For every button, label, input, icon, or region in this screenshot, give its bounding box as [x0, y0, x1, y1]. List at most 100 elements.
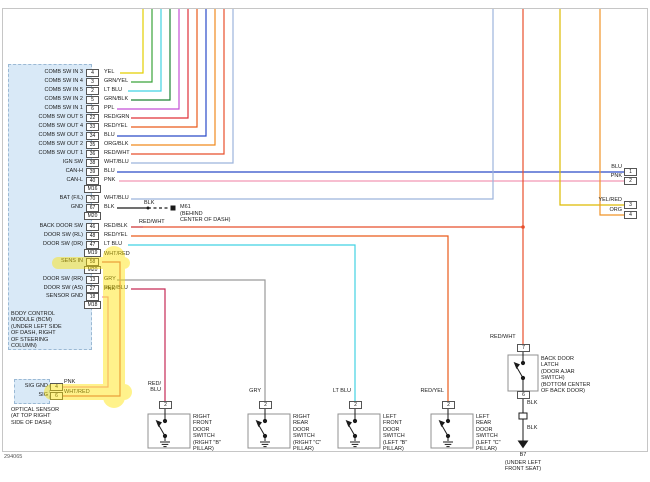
right-edge-pin: 1: [624, 168, 637, 176]
wire-comb-sw-out4-redyel: [131, 9, 198, 128]
backdoor-wire-mid-label: RED/WHT: [139, 219, 165, 225]
bcm-pin-number: 48: [86, 232, 99, 240]
wire-doorsw-as-redblu: [131, 288, 166, 401]
latch-wire-label: RED/WHT: [490, 334, 516, 340]
bcm-wire-color-label: RED/GRN: [104, 114, 130, 120]
gnd-splice-dot: [146, 206, 150, 210]
bcm-pin-name: GND: [70, 204, 83, 210]
bcm-pin-name: CAN-H: [65, 168, 83, 174]
wire-doorsw-rr-gry: [117, 279, 266, 401]
door-switch-pin: 2: [349, 401, 362, 409]
diagram-border: [2, 8, 648, 452]
optical-pin-6: 6: [50, 392, 63, 400]
bcm-pin-number: 67: [86, 204, 99, 212]
bcm-pin-number: 27: [86, 285, 99, 293]
left-front-door-switch-box: [337, 413, 381, 449]
bcm-pin-name: COMB SW OUT 2: [38, 141, 83, 147]
bcm-pin-name: DOOR SW (RL): [43, 232, 83, 238]
gnd-blk-label: BLK: [144, 200, 155, 206]
bcm-wire-color-label: RED/BLU: [104, 285, 128, 291]
bcm-pin-number: 2: [86, 87, 99, 95]
bcm-wire-color-label: WHT/BLU: [104, 159, 129, 165]
bcm-pin-number: 70: [86, 195, 99, 203]
bcm-pin-name: COMB SW IN 3: [44, 69, 83, 75]
bcm-pin-number: 33: [86, 123, 99, 131]
bcm-pin-name: SENSOR GND: [46, 293, 83, 299]
optical-wire-pnk: PNK: [64, 379, 76, 385]
door-switch-wire-label: RED/YEL: [420, 388, 444, 394]
gnd-m61-location: (BEHIND CENTER OF DASH): [180, 211, 231, 224]
right-edge-wire-label: ORG: [609, 207, 622, 213]
bcm-connector-tag: M16: [84, 185, 101, 193]
bcm-pin-number: 3: [86, 78, 99, 86]
bcm-pin-name: SENS IN: [60, 258, 83, 264]
bcm-pin-number: 6: [86, 105, 99, 113]
door-switch-wire-label: LT BLU: [332, 388, 351, 394]
wire-yelred-right: [559, 9, 624, 206]
bcm-pin-number: 13: [86, 276, 99, 284]
door-switch-label: LEFT REAR DOOR SWITCH (LEFT "C" PILLAR): [476, 414, 501, 453]
bcm-wire-color-label: YEL: [104, 69, 115, 75]
wire-ign-sw-whtblu: [131, 9, 234, 164]
bcm-wire-color-label: LT BLU: [104, 87, 123, 93]
bcm-wire-color-label: GRN/BLK: [104, 96, 129, 102]
wire-bat-whtblu: [131, 9, 494, 200]
wire-doorsw-rl-redyel: [131, 235, 449, 401]
bcm-wire-color-label: RED/YEL: [104, 232, 128, 238]
optical-sensor-box: [14, 379, 50, 404]
bcm-pin-name: COMB SW IN 2: [44, 96, 83, 102]
bcm-connector-tag: M19: [84, 249, 101, 257]
bcm-wire-color-label: WHT/BLU: [104, 195, 129, 201]
door-switch-label: LEFT FRONT DOOR SWITCH (LEFT "B" PILLAR): [383, 414, 408, 453]
bcm-pin-number: 40: [86, 177, 99, 185]
door-switch-wire-label: RED/ BLU: [147, 381, 161, 394]
latch-pin-top: 7: [517, 344, 530, 352]
door-switch-pin: 2: [442, 401, 455, 409]
wire-comb-sw-in2-grnblk: [131, 9, 171, 101]
bcm-pin-name: CAN-L: [66, 177, 83, 183]
wire-comb-sw-out5-redgrn: [131, 9, 189, 119]
bcm-pin-name: IGN SW: [62, 159, 83, 165]
bcm-wire-color-label: GRN/YEL: [104, 78, 129, 84]
gnd-m61-name: M61: [180, 204, 191, 210]
bcm-pin-number: 4: [86, 69, 99, 77]
bcm-wire-color-label: GRY: [104, 276, 116, 282]
switch-symbols: [155, 352, 529, 449]
gnd-m61-connector-icon: [170, 205, 176, 211]
bcm-wire-color-label: RED/BLK: [104, 223, 128, 229]
bcm-connector-tag: M20: [84, 266, 101, 274]
optical-row-sig: SIG: [38, 392, 48, 398]
bcm-pin-number: 39: [86, 168, 99, 176]
bcm-pin-name: COMB SW OUT 1: [38, 150, 83, 156]
optical-row-sig-gnd: SIG GND: [24, 383, 48, 389]
bcm-pin-number: 47: [86, 241, 99, 249]
wire-org-right: [599, 9, 624, 216]
wire-comb-sw-in3-yel: [120, 9, 144, 74]
wire-comb-sw-in4-grnyel: [131, 9, 153, 83]
right-edge-wire-label: YEL/RED: [598, 197, 622, 203]
ground-b7-name: B7: [519, 452, 527, 458]
right-edge-wire-label: BLU: [611, 164, 622, 170]
bcm-wire-color-label: PNK: [104, 286, 116, 292]
bcm-wire-color-label: BLU: [104, 132, 115, 138]
right-edge-wire-label: PNK: [610, 173, 622, 179]
wire-doorsw-dr-ltblu: [128, 244, 356, 401]
bcm-pin-number: 38: [86, 159, 99, 167]
right-front-door-switch-box: [147, 413, 191, 449]
bcm-pin-name: DOOR SW (AS): [43, 285, 83, 291]
bcm-pin-name: COMB SW OUT 4: [38, 123, 83, 129]
bcm-pin-number: 46: [86, 223, 99, 231]
bcm-pin-number: 34: [86, 132, 99, 140]
bcm-wire-color-label: PPL: [104, 105, 115, 111]
wires: [63, 9, 624, 401]
door-switch-pin: 2: [259, 401, 272, 409]
wire-comb-sw-out2-orgblk: [131, 9, 216, 146]
bcm-connector-tag: M20: [84, 212, 101, 220]
bcm-pin-name: COMB SW IN 4: [44, 78, 83, 84]
wire-comb-sw-in5-ltblu: [128, 9, 162, 92]
bcm-pin-name: COMB SW OUT 3: [38, 132, 83, 138]
bcm-pin-name: COMB SW IN 5: [44, 87, 83, 93]
